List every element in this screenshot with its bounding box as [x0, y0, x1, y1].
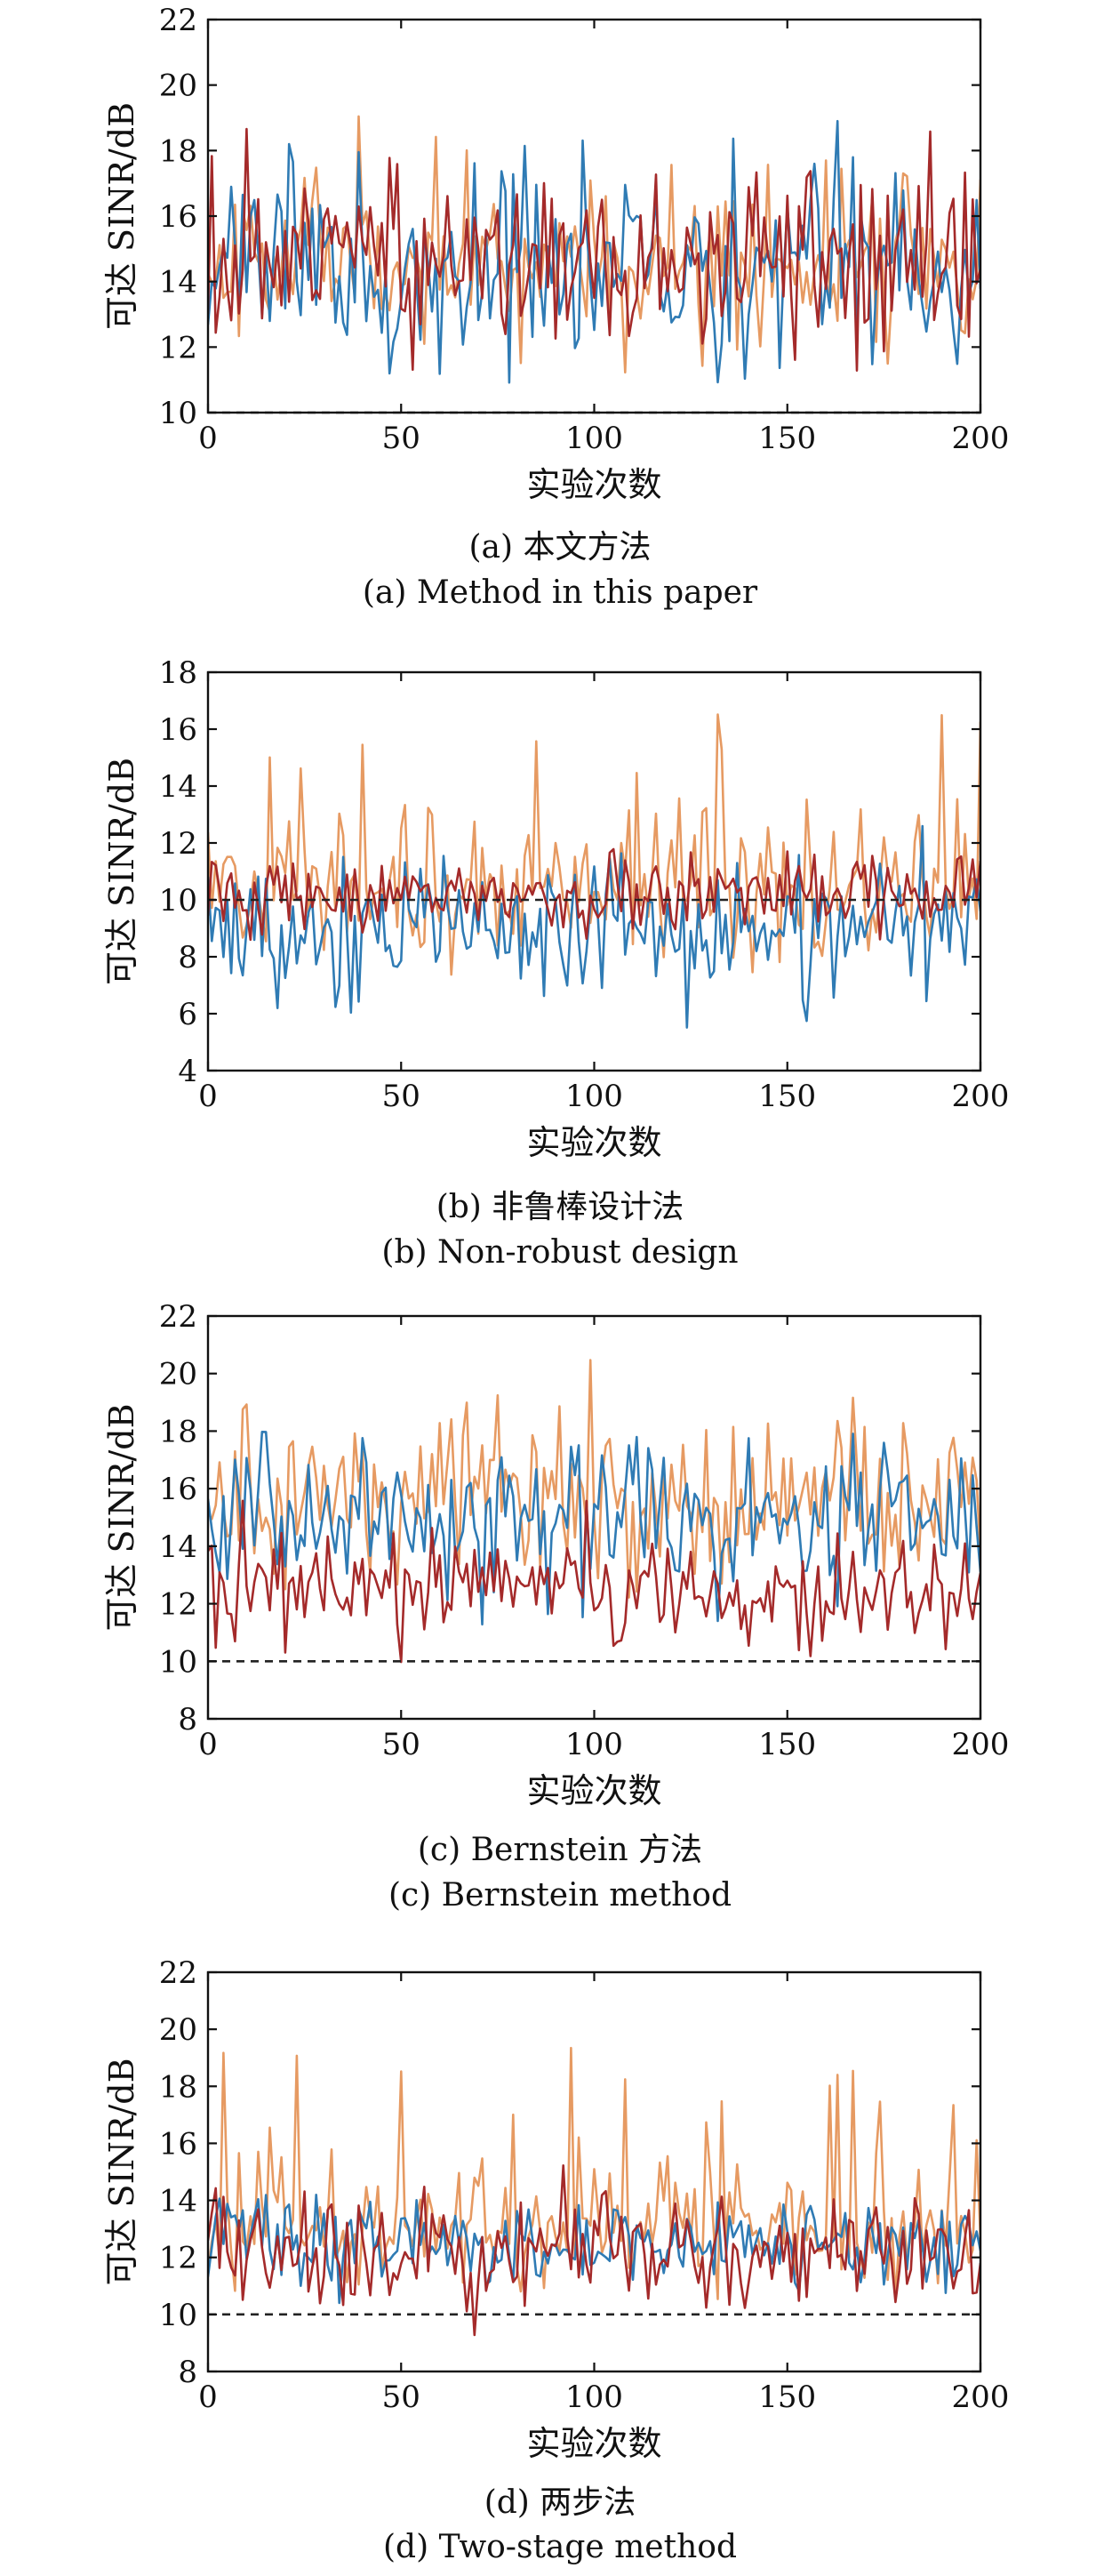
y-tick-label: 22 [159, 1955, 197, 1991]
x-tick-label: 200 [952, 1727, 1010, 1762]
caption-en: (d) Two-stage method [383, 2529, 737, 2565]
y-tick-label: 6 [178, 997, 197, 1032]
y-tick-label: 16 [159, 199, 197, 235]
x-axis-title: 实验次数 [526, 465, 661, 504]
y-tick-label: 12 [159, 2241, 197, 2276]
y-tick-label: 20 [159, 68, 197, 104]
series-line-red [208, 2164, 980, 2337]
y-tick-label: 10 [159, 883, 197, 919]
x-tick-label: 100 [565, 421, 623, 456]
y-tick-label: 4 [178, 1054, 197, 1089]
series-line-blue [208, 824, 980, 1029]
x-tick-label: 200 [952, 2379, 1010, 2415]
series-line-red [208, 127, 980, 372]
y-tick-label: 20 [159, 2012, 197, 2048]
series-line-red [208, 1499, 980, 1664]
caption-cn: (c) Bernstein 方法 [418, 1832, 702, 1868]
chart-panel-c: 0 50 100 150 200 8 10 12 14 16 18 20 22 实验次数 可达 SINR/d… [102, 1299, 1009, 1914]
x-tick-label: 50 [382, 2379, 420, 2415]
caption-en: (a) Method in this paper [363, 574, 758, 611]
x-axis-title: 实验次数 [526, 1771, 661, 1810]
chart-panel-a: 0 50 100 150 200 10 12 14 16 18 20 22 实验次数 可达 SINR/dB… [102, 3, 1009, 611]
y-tick-label: 10 [159, 396, 197, 431]
x-tick-label: 100 [565, 1079, 623, 1114]
series-group [208, 115, 980, 384]
y-tick-label: 18 [159, 2069, 197, 2105]
y-axis-title: 可达 SINR/dB [102, 102, 141, 330]
x-tick-label: 100 [565, 2379, 623, 2415]
y-tick-label: 16 [159, 1472, 197, 1507]
x-tick-label: 150 [758, 1079, 816, 1114]
y-axis-title: 可达 SINR/dB [102, 2058, 141, 2285]
series-line-blue [208, 1431, 980, 1626]
x-tick-label: 50 [382, 421, 420, 456]
y-tick-label: 14 [159, 2184, 197, 2219]
caption-en: (b) Non-robust design [381, 1234, 738, 1271]
y-tick-label: 12 [159, 330, 197, 365]
y-tick-label: 18 [159, 655, 197, 691]
y-tick-label: 16 [159, 2126, 197, 2162]
x-tick-label: 0 [198, 421, 218, 456]
series-line-blue [208, 119, 980, 384]
x-tick-label: 200 [952, 1079, 1010, 1114]
x-axis-title: 实验次数 [526, 1123, 661, 1162]
series-group [208, 1359, 980, 1664]
y-axis-title: 可达 SINR/dB [102, 758, 141, 985]
series-line-red [208, 847, 980, 942]
y-tick-label: 8 [178, 940, 197, 975]
caption-en: (c) Bernstein method [388, 1877, 732, 1914]
x-tick-label: 0 [198, 2379, 218, 2415]
chart-panel-b: 0 50 100 150 200 4 6 8 10 12 14 16 18 实验次数 可达 SINR/dB (… [102, 655, 1009, 1271]
x-tick-label: 0 [198, 1079, 218, 1114]
y-tick-label: 12 [159, 1587, 197, 1623]
y-tick-label: 20 [159, 1357, 197, 1392]
series-line-blue [208, 2194, 980, 2305]
x-tick-label: 50 [382, 1727, 420, 1762]
y-axis-title: 可达 SINR/dB [102, 1403, 141, 1631]
x-tick-label: 50 [382, 1079, 420, 1114]
y-tick-label: 10 [159, 2298, 197, 2333]
y-tick-label: 18 [159, 133, 197, 169]
caption-cn: (d) 两步法 [484, 2484, 636, 2521]
x-axis-title: 实验次数 [526, 2424, 661, 2463]
y-tick-label: 14 [159, 265, 197, 301]
series-group [208, 713, 980, 1029]
chart-panel-d: 0 50 100 150 200 8 10 12 14 16 18 20 22 实验次数 可达 SINR/d… [102, 1955, 1009, 2565]
caption-cn: (a) 本文方法 [469, 529, 652, 566]
x-tick-label: 0 [198, 1727, 218, 1762]
y-tick-label: 10 [159, 1644, 197, 1680]
x-tick-label: 150 [758, 1727, 816, 1762]
y-tick-label: 14 [159, 1529, 197, 1565]
x-tick-label: 150 [758, 2379, 816, 2415]
y-tick-label: 22 [159, 1299, 197, 1335]
y-tick-label: 8 [178, 1702, 197, 1737]
y-tick-label: 16 [159, 712, 197, 748]
x-tick-label: 150 [758, 421, 816, 456]
caption-cn: (b) 非鲁棒设计法 [436, 1189, 684, 1225]
y-tick-label: 8 [178, 2355, 197, 2390]
y-tick-label: 18 [159, 1414, 197, 1449]
x-tick-label: 200 [952, 421, 1010, 456]
y-tick-label: 12 [159, 826, 197, 862]
series-group [208, 2046, 980, 2337]
y-tick-label: 14 [159, 769, 197, 805]
x-tick-label: 100 [565, 1727, 623, 1762]
y-tick-label: 22 [159, 3, 197, 38]
